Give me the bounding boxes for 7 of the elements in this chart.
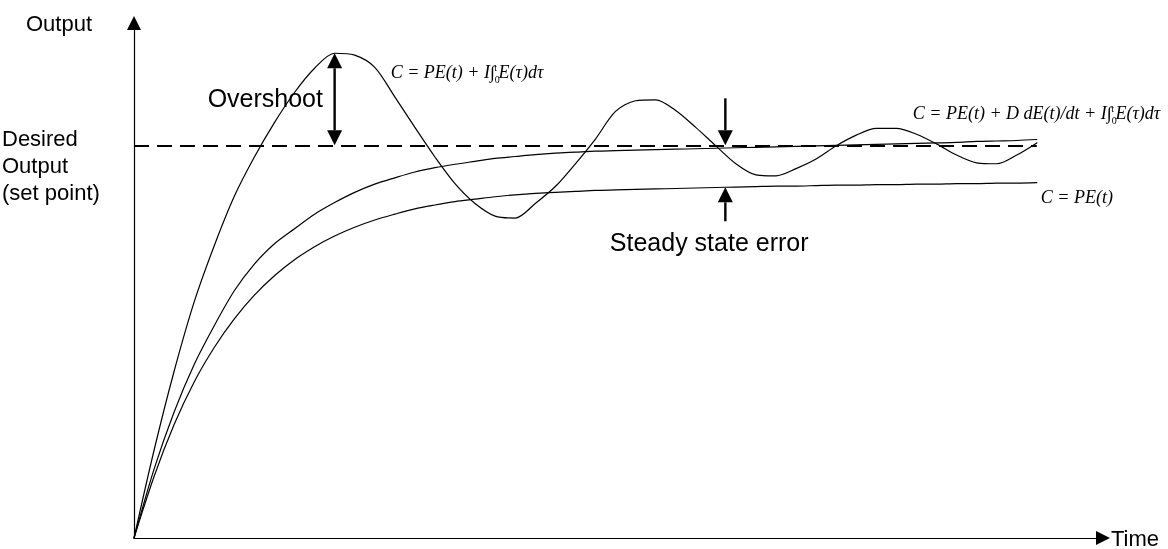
y-axis-title: Output: [25, 10, 92, 36]
series-label: C = PE(t) + I∫$_{0}$$^{t}$E(τ)dτ: [390, 61, 544, 85]
ref-line-label: Desired Output (set point): [2, 125, 101, 207]
annotation: Steady state error: [609, 228, 809, 257]
series-label: C = PE(t): [1040, 186, 1113, 208]
series-label: C = PE(t) + D dE(t)/dt + I∫$_{0}$$^{t}$E(τ)dτ: [912, 103, 1161, 126]
x-axis-title: Time: [1111, 525, 1160, 549]
